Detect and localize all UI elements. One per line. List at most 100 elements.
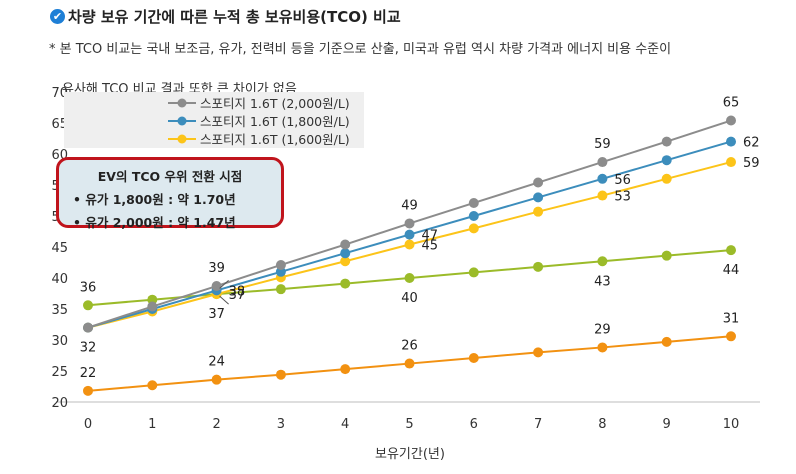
y-tick-label: 35 (51, 303, 68, 318)
legend-box (64, 92, 364, 148)
y-tick-label: 65 (51, 117, 68, 132)
data-label: 59 (594, 137, 611, 152)
x-tick-label: 1 (148, 417, 156, 432)
data-point (340, 278, 351, 289)
data-point (726, 331, 736, 342)
data-point (533, 206, 544, 217)
y-tick-label: 25 (51, 365, 68, 380)
x-tick-label: 7 (534, 417, 542, 432)
chart-title-row: ✔ 차량 보유 기간에 따른 누적 총 보유비용(TCO) 비교 (50, 6, 401, 27)
data-point (661, 136, 672, 147)
data-point (661, 155, 672, 166)
data-point (726, 115, 736, 126)
x-tick-label: 3 (277, 417, 285, 432)
data-point (468, 223, 479, 234)
data-label: 47 (422, 229, 439, 244)
data-point (726, 136, 736, 147)
x-tick-label: 2 (212, 417, 220, 432)
data-label: 32 (80, 341, 97, 356)
data-point (726, 157, 736, 168)
callout-line-2: • 유가 2,000원 : 약 1.47년 (73, 215, 236, 230)
data-point (597, 173, 608, 184)
check-circle-icon: ✔ (50, 9, 65, 24)
data-point (340, 239, 351, 250)
legend-swatch-marker (177, 116, 187, 126)
data-point (83, 322, 93, 333)
y-tick-label: 70 (51, 86, 68, 101)
data-point (147, 380, 158, 391)
data-point (533, 261, 544, 272)
data-label: 40 (401, 291, 418, 306)
y-tick-label: 40 (51, 272, 68, 287)
data-point (275, 369, 286, 380)
data-point (340, 256, 351, 267)
data-point (533, 177, 544, 188)
x-tick-label: 4 (341, 417, 349, 432)
x-tick-label: 8 (598, 417, 606, 432)
data-label: 49 (401, 198, 418, 213)
data-point (726, 245, 736, 256)
note-line-1: * 본 TCO 비교는 국내 보조금, 유가, 전력비 등을 기준으로 산출, … (49, 42, 672, 57)
data-point (661, 250, 672, 261)
data-point (468, 197, 479, 208)
data-label: 44 (723, 263, 740, 278)
data-label: 56 (614, 173, 631, 188)
data-label: 24 (208, 355, 225, 370)
data-point (147, 301, 158, 312)
data-point (404, 229, 415, 240)
legend-label: 스포티지 1.6T (2,000원/L) (200, 96, 350, 111)
data-label: 43 (594, 274, 611, 289)
data-point (340, 364, 351, 375)
x-tick-label: 10 (723, 417, 740, 432)
data-point (533, 192, 544, 203)
leader-line (219, 280, 229, 289)
data-point (275, 259, 286, 270)
data-label: 31 (723, 311, 740, 326)
data-point (83, 385, 93, 396)
legend-label: 스포티지 1.6T (1,600원/L) (200, 132, 350, 147)
x-tick-label: 5 (405, 417, 413, 432)
y-tick-label: 45 (51, 241, 68, 256)
legend-label: 스포티지 1.6T (1,800원/L) (200, 114, 350, 129)
data-label: 26 (401, 339, 418, 354)
data-label: 37 (229, 288, 246, 303)
data-label: 38 (229, 284, 246, 299)
data-point (211, 374, 222, 385)
y-tick-label: 30 (51, 334, 68, 349)
x-tick-label: 6 (470, 417, 478, 432)
data-point (533, 347, 544, 358)
data-point (597, 256, 608, 267)
x-tick-label: 0 (84, 417, 92, 432)
data-point (83, 300, 93, 311)
data-label: 45 (422, 239, 439, 254)
legend-swatch-marker (177, 134, 187, 144)
data-label: 65 (723, 96, 740, 111)
data-point (661, 336, 672, 347)
legend-swatch-marker (177, 98, 187, 108)
data-label: 29 (594, 322, 611, 337)
data-point (597, 157, 608, 168)
data-point (661, 173, 672, 184)
data-label: 59 (743, 156, 760, 171)
data-point (468, 267, 479, 278)
data-point (597, 190, 608, 201)
data-label: 53 (614, 190, 631, 205)
data-label: 37 (208, 307, 225, 322)
callout-title: EV의 TCO 우위 전환 시점 (97, 169, 243, 184)
data-point (404, 239, 415, 250)
data-label: 36 (80, 280, 97, 295)
data-point (275, 284, 286, 295)
data-point (404, 358, 415, 369)
leader-line (219, 295, 229, 305)
data-point (211, 281, 222, 292)
callout-line-1: • 유가 1,800원 : 약 1.70년 (73, 192, 236, 207)
data-label: 39 (208, 261, 225, 276)
x-tick-label: 9 (663, 417, 671, 432)
data-point (468, 211, 479, 221)
tco-callout-box: EV의 TCO 우위 전환 시점 • 유가 1,800원 : 약 1.70년 •… (56, 157, 284, 230)
y-tick-label: 20 (51, 396, 68, 411)
x-axis-label: 보유기간(년) (375, 447, 445, 462)
data-point (468, 352, 479, 363)
data-label: 62 (743, 136, 760, 151)
